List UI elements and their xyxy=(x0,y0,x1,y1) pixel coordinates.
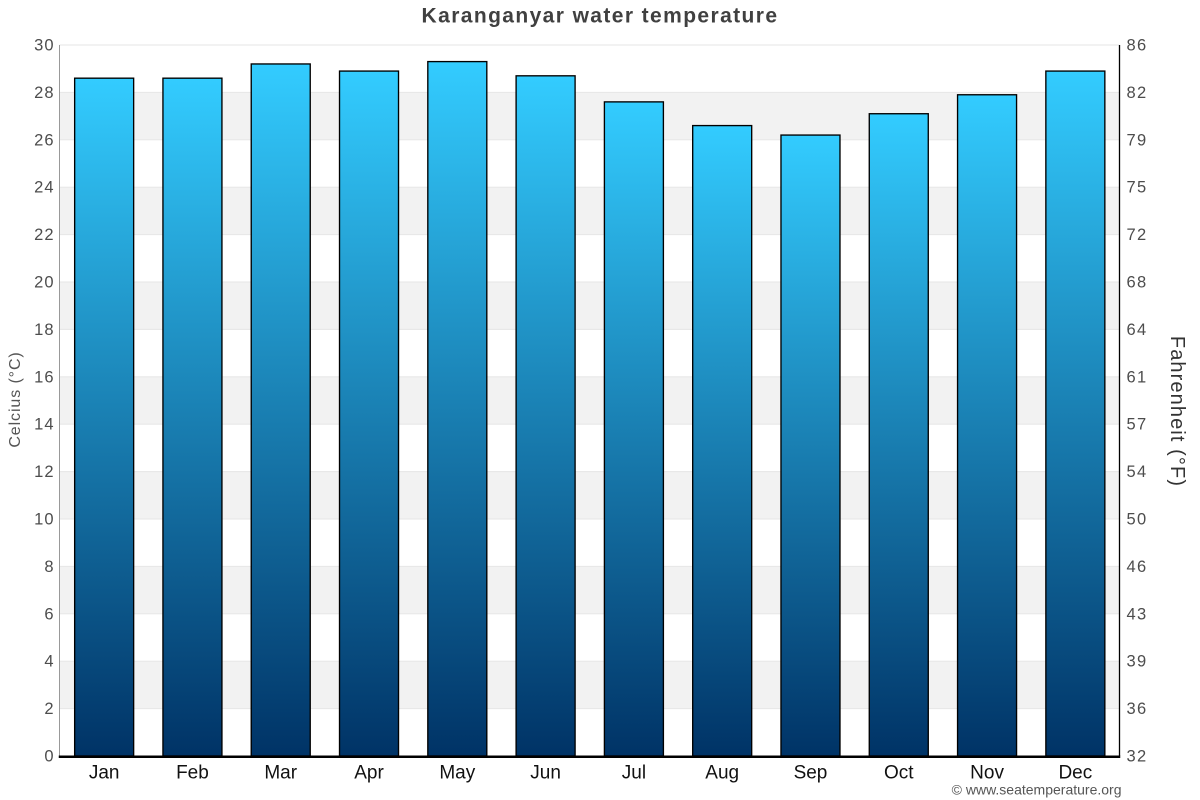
svg-text:18: 18 xyxy=(34,321,54,339)
svg-text:Sep: Sep xyxy=(794,763,828,784)
svg-text:68: 68 xyxy=(1127,274,1148,292)
svg-text:Nov: Nov xyxy=(970,763,1004,784)
svg-text:32: 32 xyxy=(1127,748,1148,766)
svg-text:Jun: Jun xyxy=(530,763,561,784)
svg-text:Oct: Oct xyxy=(884,763,914,784)
svg-text:57: 57 xyxy=(1127,416,1148,434)
svg-text:2: 2 xyxy=(44,700,54,718)
svg-text:14: 14 xyxy=(34,416,54,434)
svg-text:4: 4 xyxy=(44,653,54,671)
svg-text:Mar: Mar xyxy=(264,763,297,784)
svg-text:Karanganyar water temperature: Karanganyar water temperature xyxy=(422,5,779,28)
svg-text:30: 30 xyxy=(34,37,54,55)
svg-text:61: 61 xyxy=(1127,368,1148,386)
svg-text:6: 6 xyxy=(44,605,54,623)
svg-text:64: 64 xyxy=(1127,321,1148,339)
svg-text:© www.seatemperature.org: © www.seatemperature.org xyxy=(952,782,1122,798)
svg-text:75: 75 xyxy=(1127,179,1148,197)
svg-text:82: 82 xyxy=(1127,84,1148,102)
svg-text:0: 0 xyxy=(44,748,54,766)
svg-text:Dec: Dec xyxy=(1058,763,1092,784)
svg-text:12: 12 xyxy=(34,463,54,481)
svg-text:16: 16 xyxy=(34,368,54,386)
svg-text:28: 28 xyxy=(34,84,54,102)
svg-text:Feb: Feb xyxy=(176,763,209,784)
svg-text:22: 22 xyxy=(34,226,54,244)
svg-text:Celcius (°C): Celcius (°C) xyxy=(7,351,24,447)
svg-text:Jul: Jul xyxy=(622,763,646,784)
svg-text:39: 39 xyxy=(1127,653,1148,671)
svg-text:43: 43 xyxy=(1127,605,1148,623)
svg-text:50: 50 xyxy=(1127,511,1148,529)
svg-text:10: 10 xyxy=(34,511,54,529)
svg-text:24: 24 xyxy=(34,179,54,197)
svg-text:26: 26 xyxy=(34,131,54,149)
svg-text:Fahrenheit (°F): Fahrenheit (°F) xyxy=(1166,336,1188,487)
svg-text:May: May xyxy=(439,763,475,784)
svg-text:72: 72 xyxy=(1127,226,1148,244)
svg-text:86: 86 xyxy=(1127,37,1148,55)
svg-text:Jan: Jan xyxy=(89,763,120,784)
svg-text:46: 46 xyxy=(1127,558,1148,576)
svg-text:8: 8 xyxy=(44,558,54,576)
svg-text:Aug: Aug xyxy=(705,763,739,784)
svg-text:20: 20 xyxy=(34,274,54,292)
svg-text:54: 54 xyxy=(1127,463,1148,481)
svg-text:79: 79 xyxy=(1127,131,1148,149)
svg-text:36: 36 xyxy=(1127,700,1148,718)
svg-text:Apr: Apr xyxy=(354,763,384,784)
